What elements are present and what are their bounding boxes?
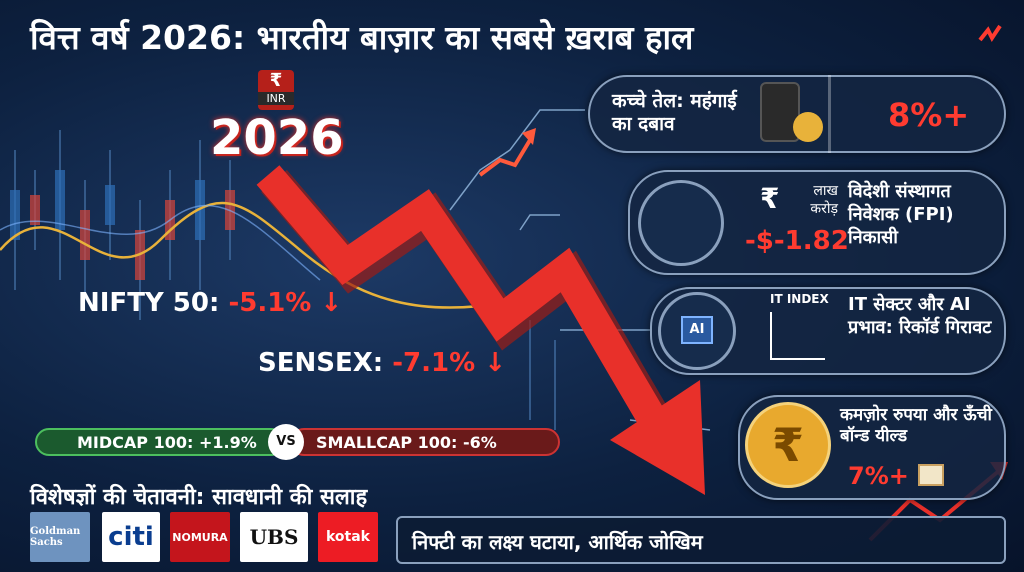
- card-oil-text: कच्चे तेल: महंगाई का दबाव: [612, 90, 737, 135]
- nifty-label: NIFTY 50:: [78, 288, 220, 318]
- experts-title: विशेषज्ञों की चेतावनी: सावधानी की सलाह: [30, 485, 368, 510]
- smallcap-pill: SMALLCAP 100: -6%: [290, 428, 560, 456]
- logo-goldman: Goldman Sachs: [30, 512, 90, 562]
- year: 2026: [210, 110, 344, 166]
- nifty: NIFTY 50: -5.1% ↓: [78, 288, 342, 318]
- title: वित्त वर्ष 2026: भारतीय बाज़ार का सबसे ख…: [30, 18, 694, 57]
- divider: [828, 75, 831, 153]
- footer-box: निफ्टी का लक्ष्य घटाया, आर्थिक जोखिम: [396, 516, 1006, 564]
- sensex-change: -7.1%: [392, 348, 476, 378]
- inr-symbol: ₹: [269, 70, 283, 91]
- chip-label: AI: [681, 316, 713, 344]
- inr-code: INR: [258, 92, 294, 105]
- logo-nomura: NOMURA: [170, 512, 230, 562]
- rupee-coin-icon: ₹: [745, 402, 831, 488]
- inr-badge: ₹ INR: [258, 70, 294, 110]
- logo-citi: citi: [102, 512, 160, 562]
- bond-icon: [918, 464, 944, 486]
- sensex-label: SENSEX:: [258, 348, 384, 378]
- card-fpi-figure: -$-1.82: [745, 226, 849, 256]
- sensex: SENSEX: -7.1% ↓: [258, 348, 506, 378]
- coin-icon: [793, 112, 823, 142]
- card-fpi-unit: लाख करोड़: [810, 183, 838, 217]
- card-oil-figure: 8%+: [888, 96, 970, 134]
- logo-ubs: UBS: [240, 512, 308, 562]
- down-arrow: ↓: [320, 288, 343, 318]
- vs-badge: VS: [268, 424, 304, 460]
- logo-kotak: kotak: [318, 512, 378, 562]
- down-arrow: ↓: [484, 348, 507, 378]
- nifty-change: -5.1%: [228, 288, 312, 318]
- card-rupee-text: कमज़ोर रुपया और ऊँची बॉन्ड यील्ड: [840, 405, 992, 446]
- card-rupee-figure: 7%+: [848, 462, 909, 490]
- card-it-text: IT सेक्टर और AI प्रभाव: रिकॉर्ड गिरावट: [848, 294, 992, 338]
- it-chart-icon: [770, 312, 825, 360]
- card-fpi-text: विदेशी संस्थागत निवेशक (FPI) निकासी: [848, 181, 954, 248]
- midcap-pill: MIDCAP 100: +1.9%: [35, 428, 285, 456]
- card-fpi-symbol: ₹: [760, 182, 780, 215]
- globe-icon: [638, 180, 724, 266]
- it-index-label: IT INDEX: [770, 292, 829, 306]
